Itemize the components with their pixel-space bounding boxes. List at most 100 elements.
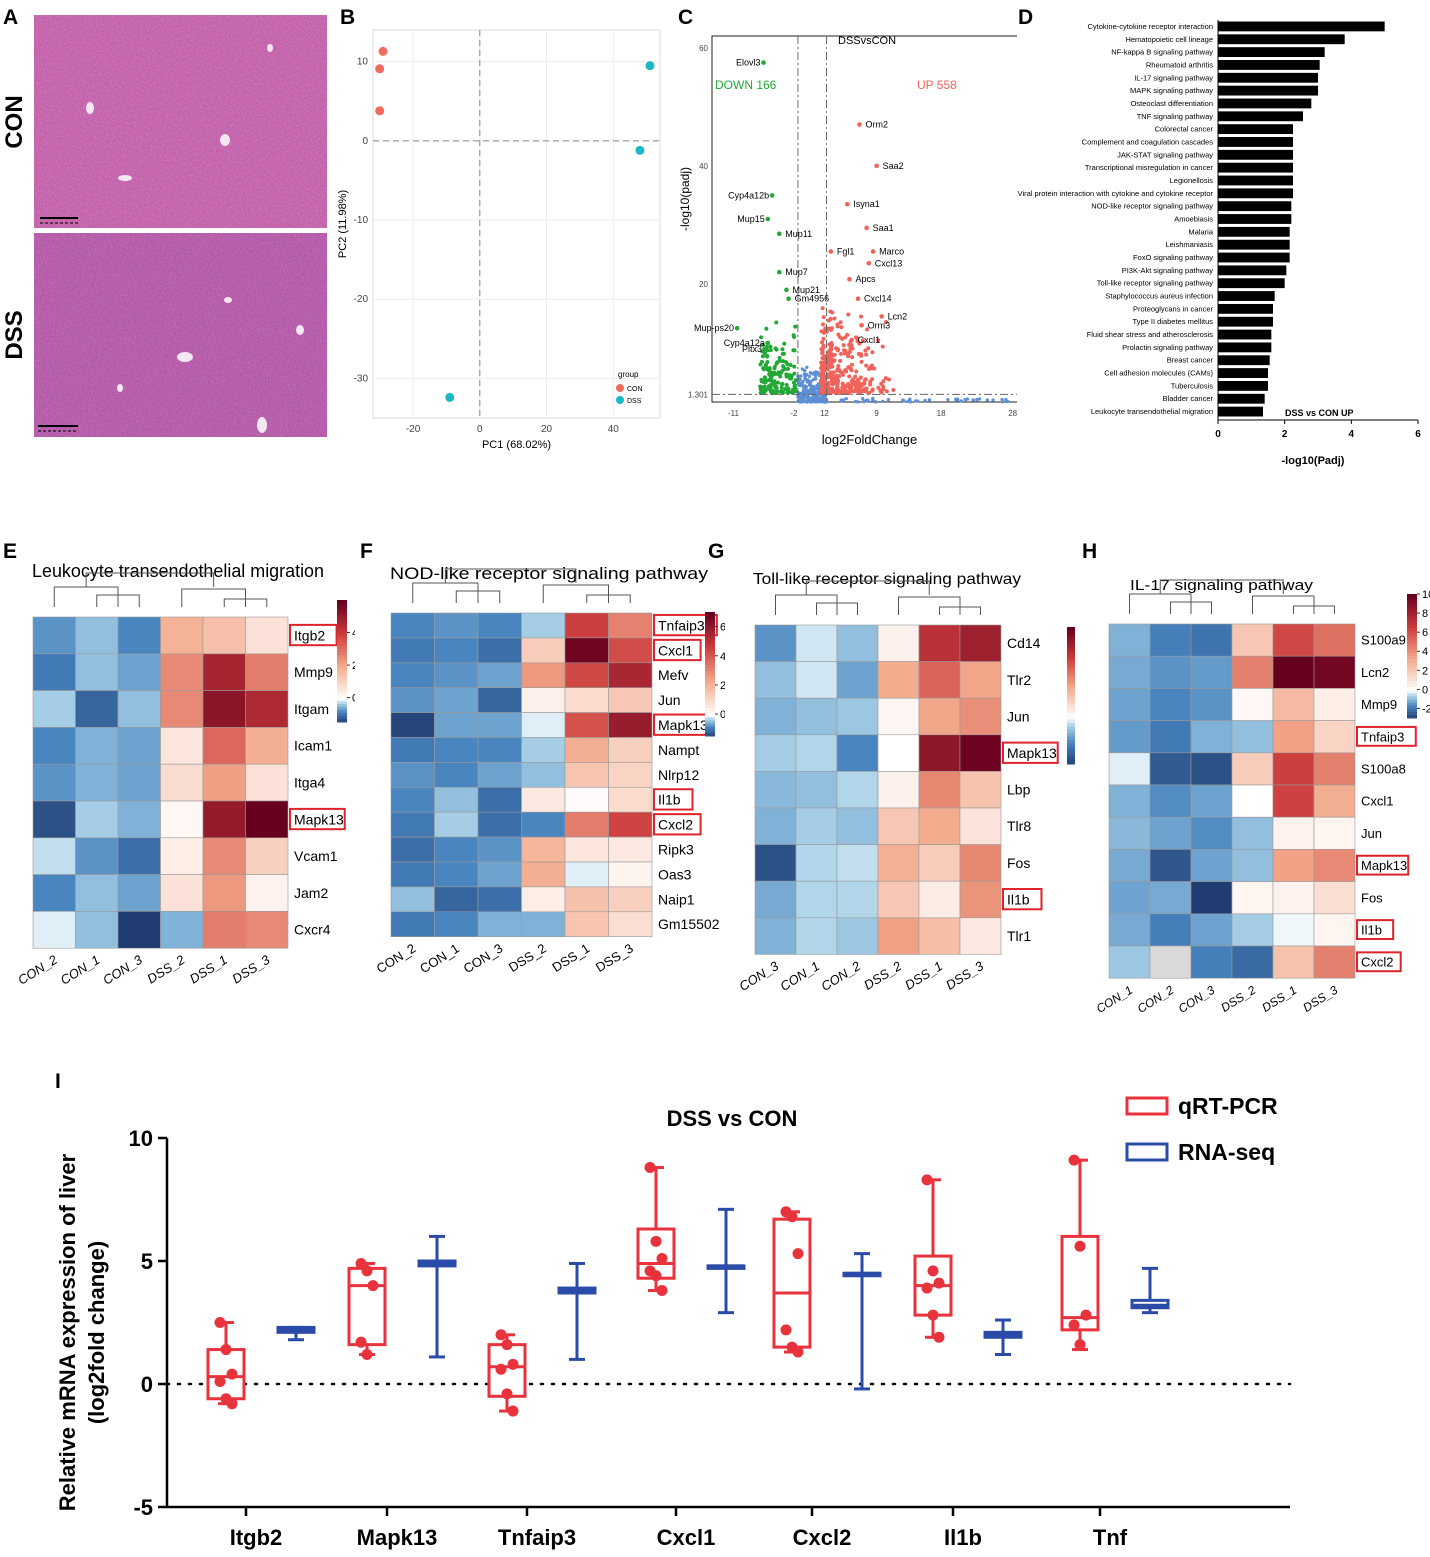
heatmap-cell — [754, 844, 797, 882]
ns-point — [844, 396, 848, 401]
up-point — [870, 387, 875, 392]
scale-bar-segment — [1407, 618, 1417, 623]
down-point — [792, 364, 797, 369]
scale-bar-segment — [337, 691, 347, 696]
up-point — [876, 338, 881, 343]
scale-tick-label: 10 — [1422, 589, 1430, 601]
up-point — [842, 390, 847, 395]
heatmap-cell — [1313, 655, 1356, 689]
scale-bar-segment — [1067, 722, 1075, 727]
ns-point — [811, 387, 816, 392]
scale-bar-segment — [705, 726, 715, 731]
dendrogram-branch — [898, 596, 961, 615]
scale-bar-segment — [1407, 649, 1417, 654]
up-point — [850, 377, 855, 382]
up-point — [855, 339, 860, 344]
x-tick-label: 0 — [1215, 429, 1221, 440]
data-point — [780, 1324, 792, 1336]
ns-point — [799, 397, 804, 401]
column-label: CON_3 — [736, 958, 781, 994]
bar — [1218, 393, 1265, 404]
bar — [1218, 201, 1292, 212]
y-tick-label: -20 — [354, 294, 369, 305]
data-point — [220, 1344, 232, 1356]
up-point — [854, 369, 859, 374]
row-label: Mefv — [658, 667, 688, 683]
row-label: Cxcl1 — [1361, 794, 1394, 809]
down-point — [781, 351, 786, 356]
heatmap-cell — [754, 661, 797, 699]
scale-bar-segment — [1067, 702, 1075, 707]
up-point — [833, 376, 838, 381]
ns-point — [816, 387, 821, 391]
scale-bar-segment — [337, 715, 347, 720]
up-point — [826, 349, 831, 354]
scale-bar-segment — [337, 606, 347, 610]
bar — [1218, 278, 1285, 289]
gene-label: Orm3 — [868, 320, 891, 330]
scale-bar-segment — [337, 709, 347, 714]
down-point — [760, 354, 765, 359]
up-point — [829, 375, 834, 380]
ns-point — [803, 368, 807, 373]
row-label: Mmp9 — [1361, 697, 1397, 712]
highlight-box — [1356, 854, 1410, 876]
heatmap-cell — [160, 690, 204, 728]
up-point — [858, 375, 863, 380]
heatmap-cell — [390, 886, 435, 913]
up-point — [846, 312, 851, 317]
heatmap-cell — [608, 811, 653, 838]
data-point — [1068, 1319, 1080, 1331]
heatmap-cell — [918, 917, 961, 955]
down-point — [764, 326, 769, 331]
bar-category-label: NF-kappa B signaling pathway — [1111, 48, 1213, 57]
gene-point-marco — [870, 249, 876, 254]
heatmap-cell — [754, 917, 797, 955]
heatmap-cell — [390, 662, 435, 689]
scale-bar-segment — [337, 667, 347, 671]
heatmap-cell — [564, 811, 609, 838]
bar-category-label: Malaria — [1188, 227, 1213, 236]
up-point — [849, 362, 854, 367]
scale-bar-segment — [1407, 683, 1417, 688]
gene-point-isyna1 — [845, 201, 850, 207]
scale-bar-segment — [1067, 716, 1075, 720]
scale-tick-label: 8 — [1422, 608, 1428, 620]
heatmap-cell — [202, 727, 246, 765]
heatmap-cell — [1108, 784, 1151, 818]
up-point — [862, 378, 867, 383]
scale-tick-label: 6 — [1422, 627, 1428, 639]
scale-bar-segment — [705, 698, 715, 703]
scale-bar-segment — [1067, 753, 1075, 758]
heatmap-cell — [1231, 720, 1274, 754]
chart-annotation: DSS vs CON UP — [1285, 408, 1354, 418]
heatmap-cell — [1149, 881, 1192, 915]
scale-bar-segment — [1067, 668, 1075, 673]
data-point — [927, 1309, 939, 1321]
up-point — [848, 366, 853, 371]
bar-category-label: Osteoclast differentiation — [1131, 99, 1213, 108]
up-point — [887, 377, 892, 382]
ns-point — [807, 374, 812, 379]
data-point — [1080, 1309, 1092, 1321]
heatmap-cell — [1108, 720, 1151, 754]
scale-bar-segment — [705, 639, 715, 644]
x-category-label: Il1b — [944, 1525, 982, 1550]
dss-histology-image — [34, 233, 327, 437]
up-point — [822, 354, 827, 359]
up-point — [828, 356, 833, 361]
down-point — [759, 335, 764, 340]
scale-bar-segment — [1407, 643, 1417, 648]
scale-bar-segment — [337, 609, 347, 613]
scale-bar-segment — [705, 729, 715, 734]
heatmap-cell — [390, 836, 435, 863]
gene-point-mup11 — [776, 231, 782, 237]
scale-bar-segment — [337, 621, 347, 625]
scale-tick-label: -2 — [1422, 703, 1430, 715]
gene-label: Apcs — [855, 274, 876, 284]
heatmap-cell — [1272, 945, 1315, 979]
up-point — [881, 379, 886, 384]
gene-point-cxcl1 — [849, 337, 854, 343]
data-point — [792, 1248, 804, 1260]
scale-bar-segment — [1067, 664, 1075, 669]
